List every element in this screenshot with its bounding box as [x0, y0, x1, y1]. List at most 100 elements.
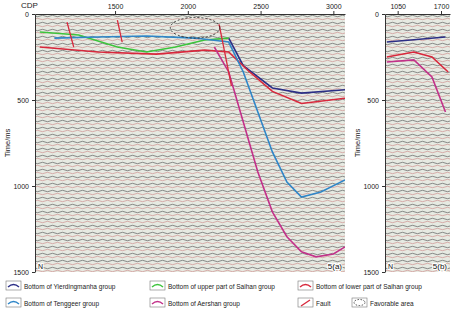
- seismic-section: [385, 14, 450, 272]
- panel: 1500 2000 2500 3000 0 500 1000 1500 CDP Time/ms N 5…: [3, 1, 346, 276]
- y-tick: 500: [17, 97, 35, 104]
- legend-box: [298, 281, 313, 290]
- legend-item: Fault: [298, 298, 331, 307]
- horizon-line: [54, 36, 345, 197]
- legend-swatch: [354, 300, 365, 306]
- horizon-line: [40, 47, 345, 103]
- x-axis-line: [386, 14, 451, 15]
- legend-item: Bottom of Aershan group: [150, 298, 240, 308]
- x-tick: 1050: [390, 3, 406, 14]
- y-tick-mark: [382, 186, 385, 187]
- y-tick-mark: [32, 186, 35, 187]
- horizon-line: [387, 37, 446, 42]
- legend-item: Bottom of upper part of Saihan group: [150, 281, 275, 291]
- y-tick-label: 500: [17, 97, 29, 104]
- y-tick-mark: [382, 14, 385, 15]
- y-tick-label: 0: [375, 11, 379, 18]
- x-tick-label: 1700: [434, 3, 450, 10]
- plot-area: [387, 37, 448, 112]
- x-tick-mark: [115, 11, 116, 14]
- legend-label: Bottom of Aershan group: [168, 300, 240, 308]
- y-axis-line: [35, 15, 36, 273]
- y-tick-mark: [382, 100, 385, 101]
- y-tick-mark: [382, 272, 385, 273]
- y-tick: 1500: [363, 269, 385, 276]
- x-axis-title: CDP: [21, 1, 38, 10]
- x-tick: 3000: [326, 3, 342, 14]
- horizon-line: [214, 47, 345, 257]
- legend-swatch: [8, 285, 19, 288]
- annotation: N: [38, 263, 43, 270]
- fault-line: [219, 24, 231, 86]
- x-tick: 2000: [181, 3, 197, 14]
- seismic-section: [35, 14, 345, 272]
- x-tick: 2500: [253, 3, 269, 14]
- legend-label: Bottom of Tenggeer group: [24, 300, 99, 308]
- legend-swatch: [301, 300, 310, 306]
- legend-item: Favorable area: [352, 298, 414, 307]
- x-tick-label: 3000: [326, 3, 342, 10]
- plot-area: [40, 17, 345, 256]
- legend-swatch: [8, 302, 19, 305]
- legend-box: [6, 298, 21, 307]
- x-tick: 1700: [434, 3, 450, 14]
- y-tick-mark: [32, 272, 35, 273]
- favorable-area: [170, 17, 219, 38]
- legend-box: [150, 281, 165, 290]
- legend-item: Bottom of Tenggeer group: [6, 298, 99, 308]
- fault-line: [67, 22, 74, 47]
- y-tick: 0: [25, 11, 35, 18]
- legend-label: Bottom of lower part of Saihan group: [316, 283, 422, 291]
- legend-swatch: [152, 285, 163, 288]
- y-tick: 500: [367, 97, 385, 104]
- fault-line: [117, 20, 122, 42]
- y-tick-mark: [32, 100, 35, 101]
- figure: 1500 2000 2500 3000 0 500 1000 1500 CDP Time/ms N 5…: [0, 0, 456, 325]
- y-axis-line: [385, 15, 386, 273]
- x-tick-label: 2000: [181, 3, 197, 10]
- y-axis-title: Time/ms: [3, 129, 12, 158]
- x-axis: 1050 1700: [386, 3, 451, 15]
- y-tick: 0: [375, 11, 385, 18]
- x-tick-label: 2500: [253, 3, 269, 10]
- legend-box: [6, 281, 21, 290]
- y-tick-label: 1500: [13, 269, 29, 276]
- y-axis: 0 500 1000 1500: [363, 11, 385, 276]
- horizon-line: [229, 38, 345, 93]
- x-axis-line: [36, 14, 346, 15]
- panel-title: 5(a): [328, 262, 343, 271]
- legend: Bottom of Yierdingmanha group Bottom of u…: [6, 281, 422, 308]
- x-axis: 1500 2000 2500 3000: [36, 3, 346, 15]
- horizon-line: [387, 60, 446, 112]
- legend-swatch: [300, 285, 311, 288]
- legend-label: Bottom of upper part of Saihan group: [168, 283, 275, 291]
- legend-box: [352, 298, 367, 307]
- legend-box: [150, 298, 165, 307]
- annotation: N: [388, 263, 393, 270]
- x-tick-label: 1500: [108, 3, 124, 10]
- y-tick: 1500: [13, 269, 35, 276]
- legend-label: Favorable area: [370, 300, 414, 307]
- legend-item: Bottom of lower part of Saihan group: [298, 281, 422, 291]
- panel: 10501700050010001500Time/msN5(b): [353, 3, 451, 276]
- legend-label: Fault: [316, 300, 331, 307]
- x-tick: 1500: [108, 3, 124, 14]
- x-tick-label: 1050: [390, 3, 406, 10]
- x-tick-mark: [188, 11, 189, 14]
- y-axis: 0 500 1000 1500: [13, 11, 35, 276]
- y-tick-label: 1500: [363, 269, 379, 276]
- legend-swatch: [152, 302, 163, 305]
- x-tick-mark: [333, 11, 334, 14]
- y-tick-label: 1000: [13, 183, 29, 190]
- y-tick-mark: [32, 14, 35, 15]
- legend-box: [298, 298, 313, 307]
- x-tick-mark: [398, 11, 399, 14]
- x-tick-mark: [441, 11, 442, 14]
- y-tick: 1000: [13, 183, 35, 190]
- y-tick-label: 1000: [363, 183, 379, 190]
- legend-label: Bottom of Yierdingmanha group: [24, 283, 116, 291]
- y-tick: 1000: [363, 183, 385, 190]
- panel-title: 5(b): [433, 262, 448, 271]
- x-tick-mark: [261, 11, 262, 14]
- y-tick-label: 500: [367, 97, 379, 104]
